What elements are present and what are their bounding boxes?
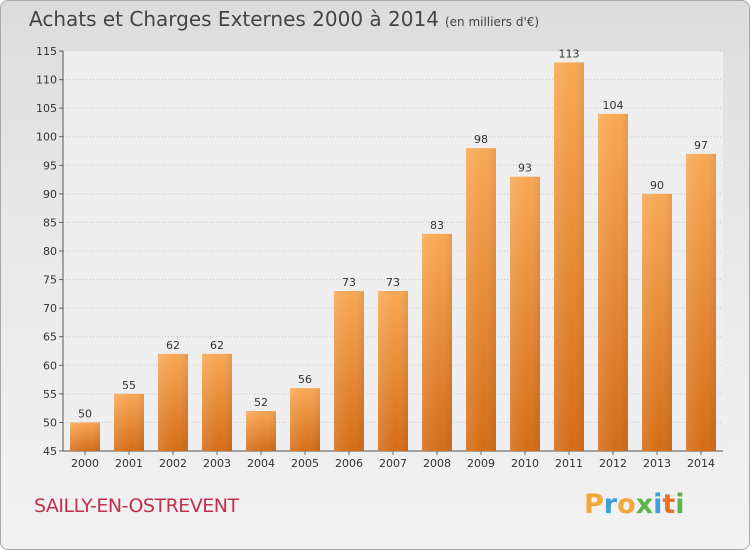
x-tick-label: 2002 bbox=[159, 457, 187, 470]
y-tick-label: 90 bbox=[43, 188, 57, 201]
data-label: 50 bbox=[78, 407, 92, 420]
logo-letter: P bbox=[584, 489, 604, 520]
bar-shade bbox=[378, 291, 408, 451]
commune-name: SAILLY-EN-OSTREVENT bbox=[34, 495, 239, 517]
x-tick-label: 2000 bbox=[71, 457, 99, 470]
x-tick-label: 2007 bbox=[379, 457, 407, 470]
x-tick-label: 2011 bbox=[555, 457, 583, 470]
chart-title: Achats et Charges Externes 2000 à 2014 (e… bbox=[29, 7, 539, 31]
bar-shade bbox=[422, 233, 452, 451]
y-tick-label: 115 bbox=[36, 45, 57, 58]
data-label: 98 bbox=[474, 133, 488, 146]
x-tick-label: 2005 bbox=[291, 457, 319, 470]
bar-shade bbox=[158, 353, 188, 451]
data-label: 93 bbox=[518, 162, 532, 175]
data-label: 97 bbox=[694, 139, 708, 152]
bar-shade bbox=[290, 388, 320, 451]
x-tick-label: 2013 bbox=[643, 457, 671, 470]
y-tick-label: 60 bbox=[43, 359, 57, 372]
data-label: 73 bbox=[386, 276, 400, 289]
x-tick-label: 2004 bbox=[247, 457, 275, 470]
data-label: 55 bbox=[122, 379, 136, 392]
data-label: 56 bbox=[298, 373, 312, 386]
bar-shade bbox=[642, 193, 672, 451]
bar-shade bbox=[466, 148, 496, 451]
y-tick-label: 75 bbox=[43, 274, 57, 287]
bar-shade bbox=[554, 62, 584, 452]
x-tick-label: 2010 bbox=[511, 457, 539, 470]
data-label: 83 bbox=[430, 219, 444, 232]
bar-shade bbox=[334, 291, 364, 451]
logo-letter: x bbox=[635, 489, 654, 520]
proxiti-logo[interactable]: Proxiti bbox=[584, 489, 685, 520]
x-tick-label: 2001 bbox=[115, 457, 143, 470]
data-label: 52 bbox=[254, 396, 268, 409]
data-label: 104 bbox=[603, 99, 624, 112]
title-text: Achats et Charges Externes 2000 à 2014 bbox=[29, 7, 439, 31]
bar-shade bbox=[598, 113, 628, 451]
y-tick-label: 105 bbox=[36, 102, 57, 115]
y-tick-label: 110 bbox=[36, 74, 57, 87]
y-tick-label: 80 bbox=[43, 245, 57, 258]
data-label: 113 bbox=[559, 47, 580, 60]
y-tick-label: 95 bbox=[43, 159, 57, 172]
y-tick-label: 50 bbox=[43, 416, 57, 429]
x-tick-label: 2003 bbox=[203, 457, 231, 470]
logo-letter: t bbox=[662, 489, 676, 520]
x-tick-label: 2006 bbox=[335, 457, 363, 470]
logo-letter: i bbox=[653, 489, 663, 520]
bar-shade bbox=[246, 411, 276, 451]
y-tick-label: 70 bbox=[43, 302, 57, 315]
logo-letter: o bbox=[617, 489, 636, 520]
x-tick-label: 2012 bbox=[599, 457, 627, 470]
bar-shade bbox=[202, 353, 232, 451]
bar-shade bbox=[114, 393, 144, 451]
y-tick-label: 85 bbox=[43, 216, 57, 229]
x-tick-label: 2008 bbox=[423, 457, 451, 470]
bar-shade bbox=[686, 153, 716, 451]
logo-letter: r bbox=[603, 489, 618, 520]
logo-letter: i bbox=[675, 489, 685, 520]
y-tick-label: 55 bbox=[43, 388, 57, 401]
data-label: 73 bbox=[342, 276, 356, 289]
y-tick-label: 65 bbox=[43, 331, 57, 344]
data-label: 62 bbox=[210, 339, 224, 352]
bar-shade bbox=[70, 422, 100, 451]
y-tick-label: 45 bbox=[43, 445, 57, 458]
data-label: 90 bbox=[650, 179, 664, 192]
x-tick-label: 2014 bbox=[687, 457, 715, 470]
bar-shade bbox=[510, 176, 540, 451]
chart-subtitle: (en milliers d'€) bbox=[444, 15, 540, 29]
x-tick-label: 2009 bbox=[467, 457, 495, 470]
data-label: 62 bbox=[166, 339, 180, 352]
y-tick-label: 100 bbox=[36, 131, 57, 144]
